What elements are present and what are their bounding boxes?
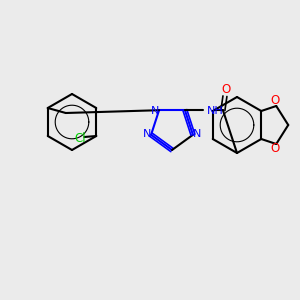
Text: NH: NH [207, 106, 224, 116]
Text: Cl: Cl [74, 131, 86, 145]
Text: O: O [271, 142, 280, 155]
Text: N: N [151, 106, 159, 116]
Text: N: N [143, 129, 151, 139]
Text: N: N [193, 129, 201, 139]
Text: O: O [271, 94, 280, 107]
Text: O: O [221, 83, 231, 96]
